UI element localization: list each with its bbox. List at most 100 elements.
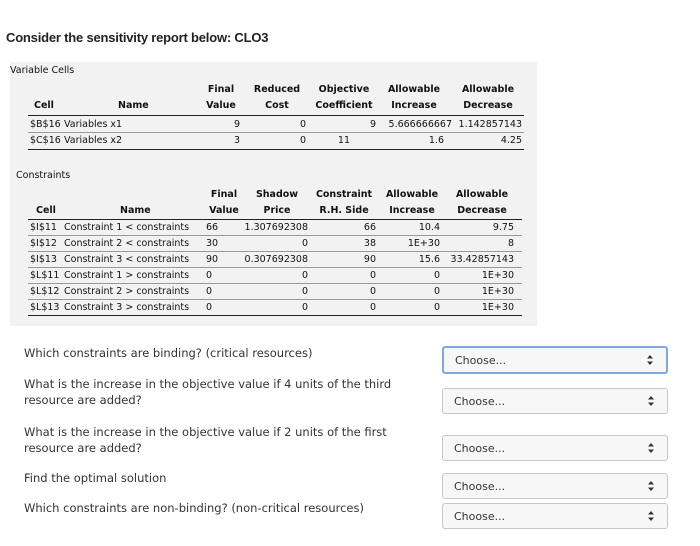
ct-row-4-cell: $L$11 [30, 270, 60, 281]
non-binding-select[interactable]: Choose... [442, 503, 668, 529]
select-value: Choose... [454, 480, 506, 493]
ct-row-4-decrease: 1E+30 [481, 270, 514, 281]
ct-row-rule [28, 299, 522, 300]
question-non-binding: Which constraints are non-binding? (non-… [24, 501, 364, 515]
ct-row-2-increase: 1E+30 [407, 238, 440, 249]
ct-row-3-rhs: 90 [363, 254, 376, 265]
select-value: Choose... [454, 442, 506, 455]
question-optimal-solution: Find the optimal solution [24, 471, 167, 485]
vc-cell-header: Cell [34, 100, 54, 111]
ct-increase-header-1: Allowable [385, 189, 439, 200]
vc-row-rule [28, 132, 524, 133]
ct-increase-header-2: Increase [389, 205, 435, 216]
vc-objective-header-2: Coefficient [315, 100, 373, 111]
vc-row-1-name: Variables x1 [64, 119, 123, 130]
question-third-resource: What is the increase in the objective va… [24, 377, 392, 407]
ct-decrease-header-2: Decrease [457, 205, 507, 216]
ct-rhs-header-1: Constraint [315, 189, 373, 200]
ct-header-rule [28, 219, 522, 220]
vc-objective-header-1: Objective [318, 84, 370, 95]
vc-row-1-reduced: 0 [299, 119, 306, 130]
ct-row-3-name: Constraint 3 < constraints [64, 254, 190, 265]
ct-row-3-final: 90 [206, 254, 219, 265]
ct-row-2-shadow: 0 [301, 238, 308, 249]
ct-row-5-cell: $L$12 [30, 286, 60, 297]
sensitivity-report: Variable Cells Final Value Reduced Cost … [10, 62, 537, 326]
vc-row-2-increase: 1.6 [428, 135, 444, 146]
question-first-resource: What is the increase in the objective va… [24, 425, 387, 455]
optimal-solution-select[interactable]: Choose... [442, 473, 668, 499]
ct-row-4-shadow: 0 [301, 270, 308, 281]
ct-row-2-name: Constraint 2 < constraints [64, 238, 190, 249]
select-arrows-icon [648, 481, 654, 491]
variable-cells-title: Variable Cells [10, 65, 75, 76]
select-value: Choose... [454, 510, 506, 523]
ct-row-4-name: Constraint 1 > constraints [64, 270, 190, 281]
first-resource-select[interactable]: Choose... [442, 435, 668, 461]
vc-reduced-header-2: Cost [265, 100, 289, 111]
ct-decrease-header-1: Allowable [455, 189, 509, 200]
ct-row-5-final: 0 [206, 286, 213, 297]
vc-name-header: Name [118, 100, 149, 111]
ct-row-5-decrease: 1E+30 [481, 286, 514, 297]
ct-row-3-decrease: 33.42857143 [450, 254, 514, 265]
ct-row-1-increase: 10.4 [418, 222, 440, 233]
ct-row-rule [28, 267, 522, 268]
ct-row-rule [28, 283, 522, 284]
vc-final-header-2: Value [206, 100, 236, 111]
ct-row-6-decrease: 1E+30 [481, 302, 514, 313]
vc-increase-header-2: Increase [391, 100, 437, 111]
vc-header-rule [28, 115, 524, 116]
ct-rhs-header-2: R.H. Side [319, 205, 369, 216]
vc-increase-header-1: Allowable [387, 84, 441, 95]
ct-row-4-final: 0 [206, 270, 213, 281]
ct-row-3-increase: 15.6 [418, 254, 440, 265]
ct-shadow-header-1: Shadow [255, 189, 299, 200]
ct-row-2-decrease: 8 [507, 238, 514, 249]
vc-row-2-reduced: 0 [299, 135, 306, 146]
vc-row-1-cell: $B$16 [30, 119, 61, 130]
third-resource-select[interactable]: Choose... [442, 388, 668, 414]
vc-bottom-rule [28, 149, 524, 150]
select-arrows-icon [647, 355, 653, 365]
select-value: Choose... [455, 354, 507, 367]
ct-row-1-decrease: 9.75 [492, 222, 514, 233]
ct-row-6-increase: 0 [433, 302, 440, 313]
vc-row-1-objective: 9 [369, 119, 376, 130]
page-heading: Consider the sensitivity report below: C… [6, 30, 269, 45]
vc-row-2-cell: $C$16 [30, 135, 61, 146]
vc-row-2-final: 3 [233, 135, 240, 146]
vc-row-2-decrease: 4.25 [500, 135, 522, 146]
select-arrows-icon [648, 443, 654, 453]
select-arrows-icon [648, 511, 654, 521]
ct-row-2-cell: $I$12 [30, 238, 57, 249]
vc-final-header-1: Final [207, 84, 235, 95]
ct-row-6-cell: $L$13 [30, 302, 60, 313]
ct-row-2-rhs: 38 [363, 238, 376, 249]
ct-row-3-cell: $I$13 [30, 254, 57, 265]
ct-row-rule [28, 315, 522, 316]
vc-decrease-header-2: Decrease [463, 100, 513, 111]
vc-row-1-final: 9 [233, 119, 240, 130]
vc-row-1-decrease: 1.142857143 [458, 119, 522, 130]
ct-name-header: Name [120, 205, 151, 216]
vc-row-2-name: Variables x2 [64, 135, 123, 146]
ct-cell-header: Cell [36, 205, 56, 216]
ct-row-5-rhs: 0 [369, 286, 376, 297]
ct-final-header-1: Final [210, 189, 238, 200]
ct-row-6-rhs: 0 [369, 302, 376, 313]
ct-row-1-name: Constraint 1 < constraints [64, 222, 190, 233]
ct-row-5-increase: 0 [433, 286, 440, 297]
select-value: Choose... [454, 395, 506, 408]
ct-row-3-shadow: 0.307692308 [244, 254, 308, 265]
binding-constraints-select[interactable]: Choose... [442, 346, 668, 374]
constraints-title: Constraints [16, 170, 71, 181]
question-binding: Which constraints are binding? (critical… [24, 346, 313, 360]
vc-reduced-header-1: Reduced [253, 84, 301, 95]
ct-row-1-rhs: 66 [363, 222, 376, 233]
ct-row-5-shadow: 0 [301, 286, 308, 297]
vc-row-1-increase: 5.666666667 [388, 119, 452, 130]
ct-shadow-header-2: Price [263, 205, 291, 216]
ct-row-rule [28, 235, 522, 236]
ct-row-rule [28, 251, 522, 252]
